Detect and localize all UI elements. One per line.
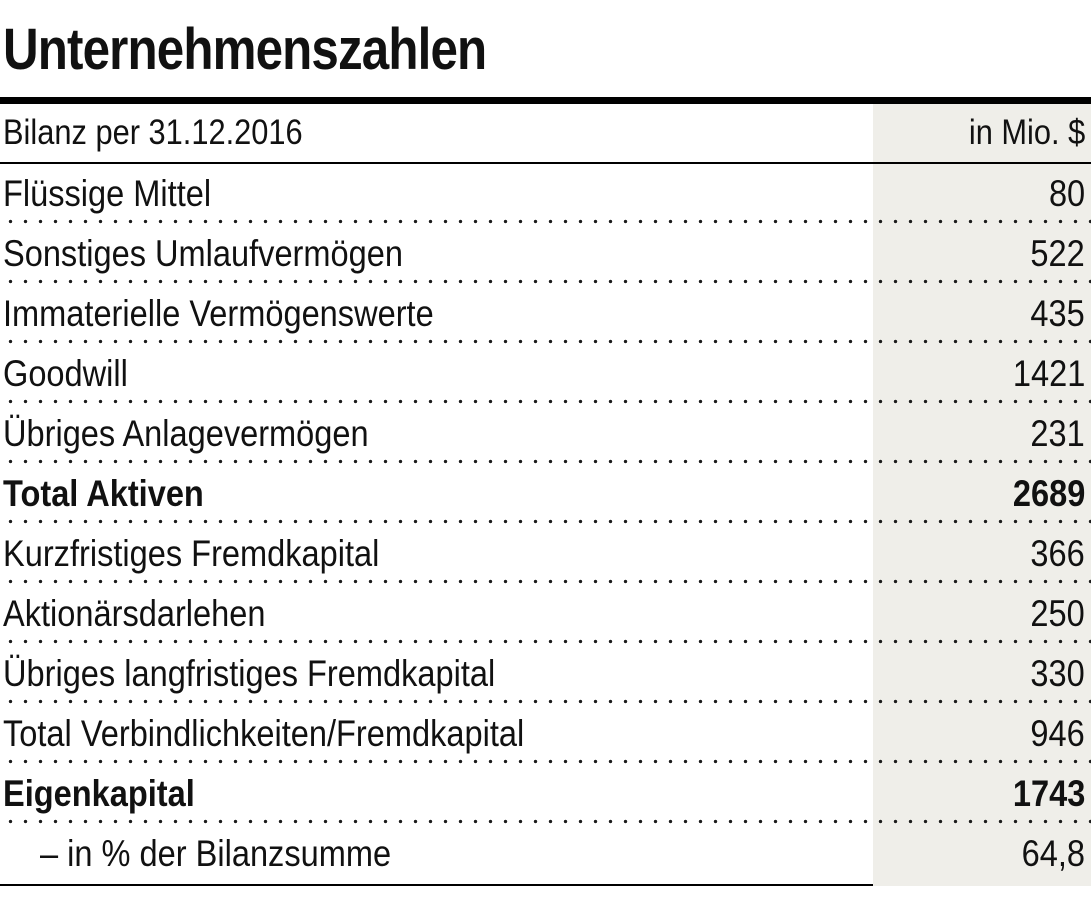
table-row-percent-bilanzsumme: – in % der Bilanzsumme 64,8 bbox=[0, 824, 1091, 884]
row-label: Total Verbindlichkeiten/Fremdkapital bbox=[0, 714, 873, 754]
row-value: 80 bbox=[873, 174, 1091, 214]
row-value: 1421 bbox=[873, 354, 1091, 394]
top-thick-rule bbox=[0, 97, 1091, 104]
table-row: Goodwill 1421 bbox=[0, 344, 1091, 404]
row-value-text: 231 bbox=[1030, 413, 1085, 454]
row-value: 231 bbox=[873, 414, 1091, 454]
row-label: Immaterielle Vermögenswerte bbox=[0, 294, 873, 334]
row-label: Total Aktiven bbox=[0, 474, 873, 514]
row-label: Flüssige Mittel bbox=[0, 174, 873, 214]
row-value: 435 bbox=[873, 294, 1091, 334]
row-label-text: Total Aktiven bbox=[3, 474, 204, 514]
page-title: Unternehmenszahlen bbox=[0, 0, 1091, 80]
row-label: Übriges Anlagevermögen bbox=[0, 414, 873, 454]
table-row: Immaterielle Vermögenswerte 435 bbox=[0, 284, 1091, 344]
row-label-text: Kurzfristiges Fremdkapital bbox=[3, 534, 380, 574]
header-unit-text: in Mio. $ bbox=[968, 113, 1085, 152]
row-value: 2689 bbox=[873, 474, 1091, 514]
row-value-text: 1743 bbox=[1012, 773, 1085, 814]
balance-sheet-table: Bilanz per 31.12.2016 in Mio. $ Flüssige… bbox=[0, 104, 1091, 886]
table-row: Übriges langfristiges Fremdkapital 330 bbox=[0, 644, 1091, 704]
row-value-text: 522 bbox=[1030, 233, 1085, 274]
row-value-text: 2689 bbox=[1012, 473, 1085, 514]
row-value: 250 bbox=[873, 594, 1091, 634]
bottom-thin-rule bbox=[0, 884, 1091, 886]
row-label-text: Sonstiges Umlaufvermögen bbox=[3, 234, 403, 274]
row-value: 522 bbox=[873, 234, 1091, 274]
row-value-text: 946 bbox=[1030, 713, 1085, 754]
row-value: 946 bbox=[873, 714, 1091, 754]
row-label: Aktionärsdarlehen bbox=[0, 594, 873, 634]
header-label: Bilanz per 31.12.2016 bbox=[0, 113, 873, 153]
row-value: 330 bbox=[873, 654, 1091, 694]
row-value: 1743 bbox=[873, 774, 1091, 814]
row-label-text: Aktionärsdarlehen bbox=[3, 594, 266, 634]
table-row-eigenkapital: Eigenkapital 1743 bbox=[0, 764, 1091, 824]
row-label-text: Total Verbindlichkeiten/Fremdkapital bbox=[3, 714, 525, 754]
row-value-text: 435 bbox=[1030, 293, 1085, 334]
row-label: Übriges langfristiges Fremdkapital bbox=[0, 654, 873, 694]
table-row: Übriges Anlagevermögen 231 bbox=[0, 404, 1091, 464]
row-label-text: Übriges Anlagevermögen bbox=[3, 414, 369, 454]
table-row: Flüssige Mittel 80 bbox=[0, 164, 1091, 224]
row-label-text: Flüssige Mittel bbox=[3, 174, 212, 214]
row-label: – in % der Bilanzsumme bbox=[0, 834, 873, 874]
table-row: Total Verbindlichkeiten/Fremdkapital 946 bbox=[0, 704, 1091, 764]
table-row: Aktionärsdarlehen 250 bbox=[0, 584, 1091, 644]
row-label-text: Eigenkapital bbox=[3, 774, 195, 814]
row-label-text: – in % der Bilanzsumme bbox=[40, 834, 392, 874]
table-row: Kurzfristiges Fremdkapital 366 bbox=[0, 524, 1091, 584]
row-label: Goodwill bbox=[0, 354, 873, 394]
row-label-text: Übriges langfristiges Fremdkapital bbox=[3, 654, 496, 694]
row-value-text: 250 bbox=[1030, 593, 1085, 634]
row-value-text: 366 bbox=[1030, 533, 1085, 574]
row-value-text: 330 bbox=[1030, 653, 1085, 694]
header-label-text: Bilanz per 31.12.2016 bbox=[3, 113, 303, 152]
row-label-text: Immaterielle Vermögenswerte bbox=[3, 294, 434, 334]
header-unit: in Mio. $ bbox=[873, 113, 1091, 153]
row-value-text: 1421 bbox=[1012, 353, 1085, 394]
row-value: 366 bbox=[873, 534, 1091, 574]
row-value-text: 64,8 bbox=[1021, 833, 1085, 874]
row-label: Kurzfristiges Fremdkapital bbox=[0, 534, 873, 574]
row-label: Sonstiges Umlaufvermögen bbox=[0, 234, 873, 274]
table-row: Sonstiges Umlaufvermögen 522 bbox=[0, 224, 1091, 284]
page-title-text: Unternehmenszahlen bbox=[3, 17, 487, 82]
table-row-total-aktiven: Total Aktiven 2689 bbox=[0, 464, 1091, 524]
table-header-row: Bilanz per 31.12.2016 in Mio. $ bbox=[0, 104, 1091, 164]
row-label-text: Goodwill bbox=[3, 354, 128, 394]
row-value-text: 80 bbox=[1048, 173, 1085, 214]
row-label: Eigenkapital bbox=[0, 774, 873, 814]
row-value: 64,8 bbox=[873, 834, 1091, 874]
